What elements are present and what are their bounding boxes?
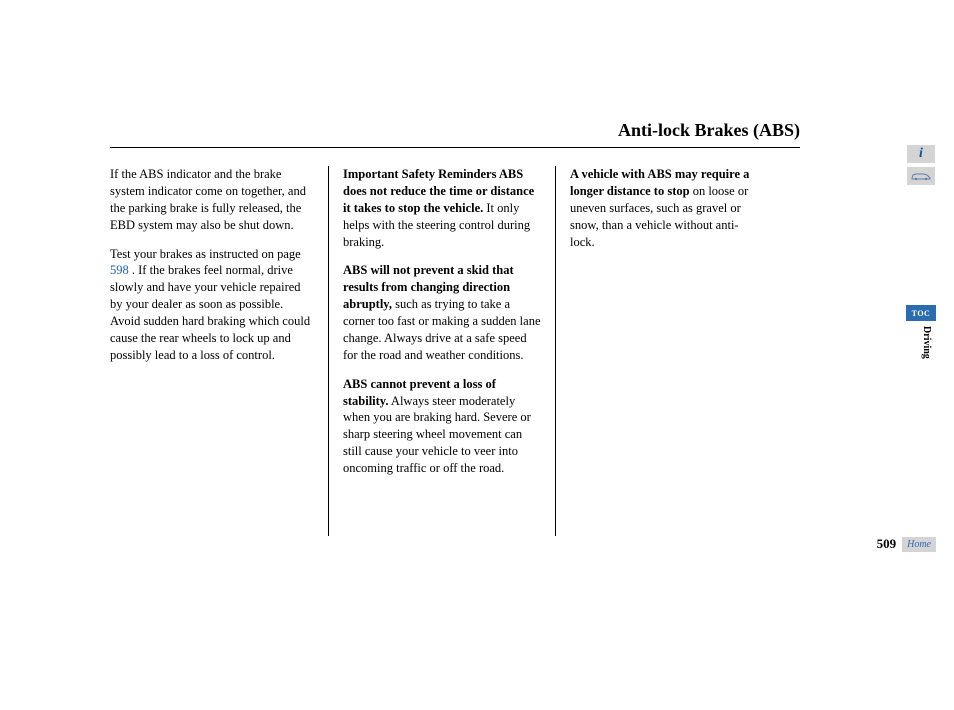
footer: 509 Home (877, 536, 936, 552)
para-test-brakes: Test your brakes as instructed on page 5… (110, 246, 314, 364)
text: Test your brakes as instructed on page (110, 247, 301, 261)
car-icon[interactable] (907, 167, 935, 185)
text: . If the brakes feel normal, drive slowl… (110, 263, 310, 361)
info-icon[interactable]: i (907, 145, 935, 163)
sidebar: i (906, 145, 936, 185)
content-columns: If the ABS indicator and the brake syste… (110, 166, 800, 536)
para-skid: ABS will not prevent a skid that results… (343, 262, 541, 363)
para-stability: ABS cannot prevent a loss of stability. … (343, 376, 541, 477)
page-number: 509 (877, 536, 897, 552)
page-link-598[interactable]: 598 (110, 263, 129, 277)
home-button[interactable]: Home (902, 537, 936, 552)
toc-tab[interactable]: TOC (906, 305, 936, 321)
page-title: Anti-lock Brakes (ABS) (110, 120, 800, 148)
para-ebd: If the ABS indicator and the brake syste… (110, 166, 314, 234)
column-1: If the ABS indicator and the brake syste… (110, 166, 328, 536)
para-distance: A vehicle with ABS may require a longer … (570, 166, 766, 250)
column-3: A vehicle with ABS may require a longer … (556, 166, 766, 536)
car-svg-icon (910, 171, 932, 181)
para-safety-reminder: Important Safety Reminders ABS does not … (343, 166, 541, 250)
column-2: Important Safety Reminders ABS does not … (328, 166, 556, 536)
section-tab-driving[interactable]: Driving (921, 326, 932, 359)
